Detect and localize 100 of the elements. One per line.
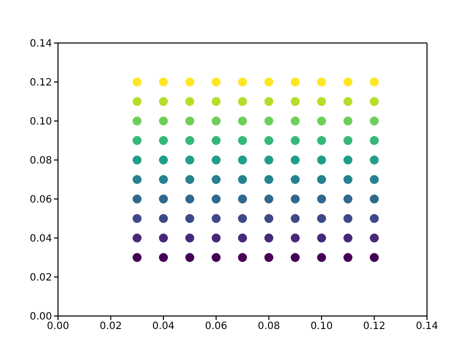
x-tick-label: 0.02 <box>100 321 122 332</box>
point <box>290 156 300 164</box>
point <box>132 194 142 204</box>
point <box>158 253 168 262</box>
x-tick-label: 0.12 <box>363 321 386 332</box>
point <box>317 194 326 204</box>
y-tick-label: 0.02 <box>30 272 52 284</box>
point <box>238 194 247 204</box>
y-tick-label: 0.04 <box>30 234 52 245</box>
point <box>158 194 168 204</box>
x-tick-label: 0.04 <box>152 321 175 332</box>
point <box>185 253 194 262</box>
point <box>238 234 247 242</box>
point <box>185 136 194 145</box>
y-tick-label: 0.08 <box>30 156 52 167</box>
point <box>370 156 379 164</box>
point <box>290 78 300 86</box>
point <box>185 78 194 86</box>
point <box>317 253 326 262</box>
point <box>132 136 142 145</box>
point <box>343 97 352 106</box>
point <box>185 116 194 126</box>
x-tick-label: 0.14 <box>416 321 438 332</box>
point <box>238 97 247 106</box>
point <box>132 214 142 223</box>
point <box>264 175 274 184</box>
point <box>343 175 352 184</box>
x-tick-label: 0.10 <box>310 321 333 332</box>
point <box>212 194 221 204</box>
point <box>185 97 194 106</box>
point <box>158 136 168 145</box>
point <box>290 136 300 145</box>
point <box>238 214 247 223</box>
point <box>158 116 168 126</box>
point <box>158 97 168 106</box>
point <box>290 116 300 126</box>
point <box>370 136 379 145</box>
point <box>264 156 274 164</box>
point <box>212 78 221 86</box>
point <box>132 116 142 126</box>
point <box>317 97 326 106</box>
point <box>343 214 352 223</box>
point <box>290 234 300 242</box>
point <box>132 253 142 262</box>
point <box>185 156 194 164</box>
point <box>317 116 326 126</box>
point <box>264 136 274 145</box>
point <box>238 136 247 145</box>
point <box>290 194 300 204</box>
x-tick-label: 0.06 <box>205 321 228 332</box>
point <box>212 116 221 126</box>
point <box>264 78 274 86</box>
point <box>343 116 352 126</box>
point <box>132 175 142 184</box>
point <box>370 234 379 242</box>
point <box>290 97 300 106</box>
point <box>158 175 168 184</box>
point <box>343 136 352 145</box>
point <box>158 214 168 223</box>
point <box>132 234 142 242</box>
point <box>158 234 168 242</box>
point <box>317 156 326 164</box>
y-tick-label: 0.10 <box>30 116 52 128</box>
point <box>238 175 247 184</box>
point <box>264 97 274 106</box>
point <box>264 116 274 126</box>
point <box>290 253 300 262</box>
point <box>290 214 300 223</box>
point <box>212 175 221 184</box>
point <box>370 194 379 204</box>
y-tick-label: 0.00 <box>30 312 52 323</box>
point <box>158 156 168 164</box>
point <box>290 175 300 184</box>
point <box>343 234 352 242</box>
point <box>132 97 142 106</box>
point <box>343 194 352 204</box>
point <box>370 214 379 223</box>
y-tick-label: 0.06 <box>30 194 52 206</box>
point <box>132 78 142 86</box>
point <box>264 214 274 223</box>
point <box>238 78 247 86</box>
point <box>317 78 326 86</box>
y-tick-label: 0.14 <box>30 38 52 50</box>
point <box>317 234 326 242</box>
point <box>343 78 352 86</box>
point <box>370 97 379 106</box>
point <box>158 78 168 86</box>
point <box>370 253 379 262</box>
point <box>238 253 247 262</box>
point <box>132 156 142 164</box>
point <box>185 214 194 223</box>
point <box>317 136 326 145</box>
point <box>370 116 379 126</box>
point <box>212 156 221 164</box>
point <box>238 116 247 126</box>
y-tick-label: 0.12 <box>30 78 52 89</box>
point <box>185 175 194 184</box>
point <box>264 194 274 204</box>
point <box>212 214 221 223</box>
point <box>370 78 379 86</box>
